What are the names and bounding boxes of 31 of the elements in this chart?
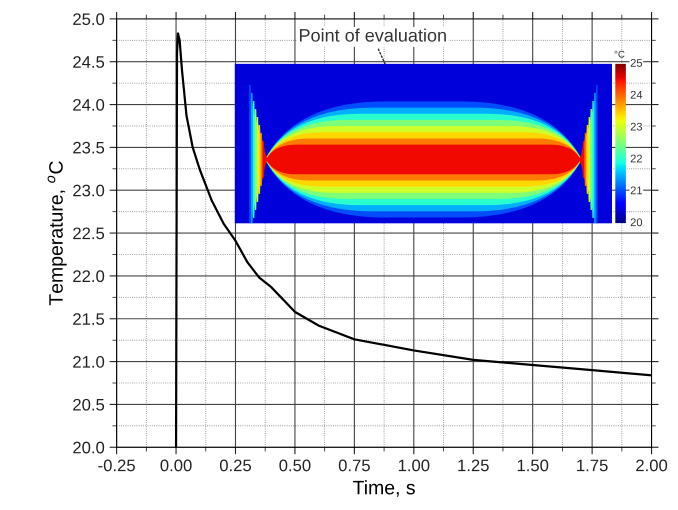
y-tick-label: 24.5: [73, 56, 104, 68]
annotation: °C: [614, 50, 625, 58]
y-tick-label: 22.5: [73, 227, 104, 240]
x-tick-label: 1.00: [398, 460, 430, 472]
x-tick-label: 2.00: [636, 460, 668, 472]
annotation: 25: [630, 58, 642, 67]
y-tick-label: 21.5: [73, 313, 104, 325]
annotation: 24: [630, 90, 642, 99]
annotation: 22: [630, 154, 642, 162]
x-tick-label: 1.75: [577, 460, 608, 472]
x-tick-label: 0.00: [160, 460, 192, 472]
y-tick-label: 22.0: [73, 270, 104, 282]
x-axis-title: Time, s: [353, 480, 415, 497]
annotation: 20: [630, 218, 642, 226]
x-tick-label: 1.50: [518, 460, 548, 472]
y-axis-title: Temperature, $^{o}$C: [48, 161, 67, 306]
annotation: Point of evaluation: [300, 28, 446, 42]
y-tick-label: 24.0: [73, 98, 104, 111]
y-tick-label: 20.5: [73, 398, 104, 411]
y-tick-label: 25.0: [73, 13, 104, 26]
annotation: 23: [630, 122, 642, 131]
y-tick-label: 23.5: [73, 142, 104, 154]
x-tick-label: 0.50: [279, 460, 310, 472]
y-tick-label: 21.0: [73, 356, 104, 368]
x-tick-label: -0.25: [98, 460, 135, 472]
y-tick-label: 23.0: [73, 184, 104, 196]
x-tick-label: 0.25: [220, 460, 252, 472]
y-tick-label: 20.0: [73, 442, 104, 454]
annotation: 21: [630, 186, 642, 194]
x-tick-label: 0.75: [338, 460, 370, 472]
x-tick-label: 1.25: [458, 460, 489, 472]
